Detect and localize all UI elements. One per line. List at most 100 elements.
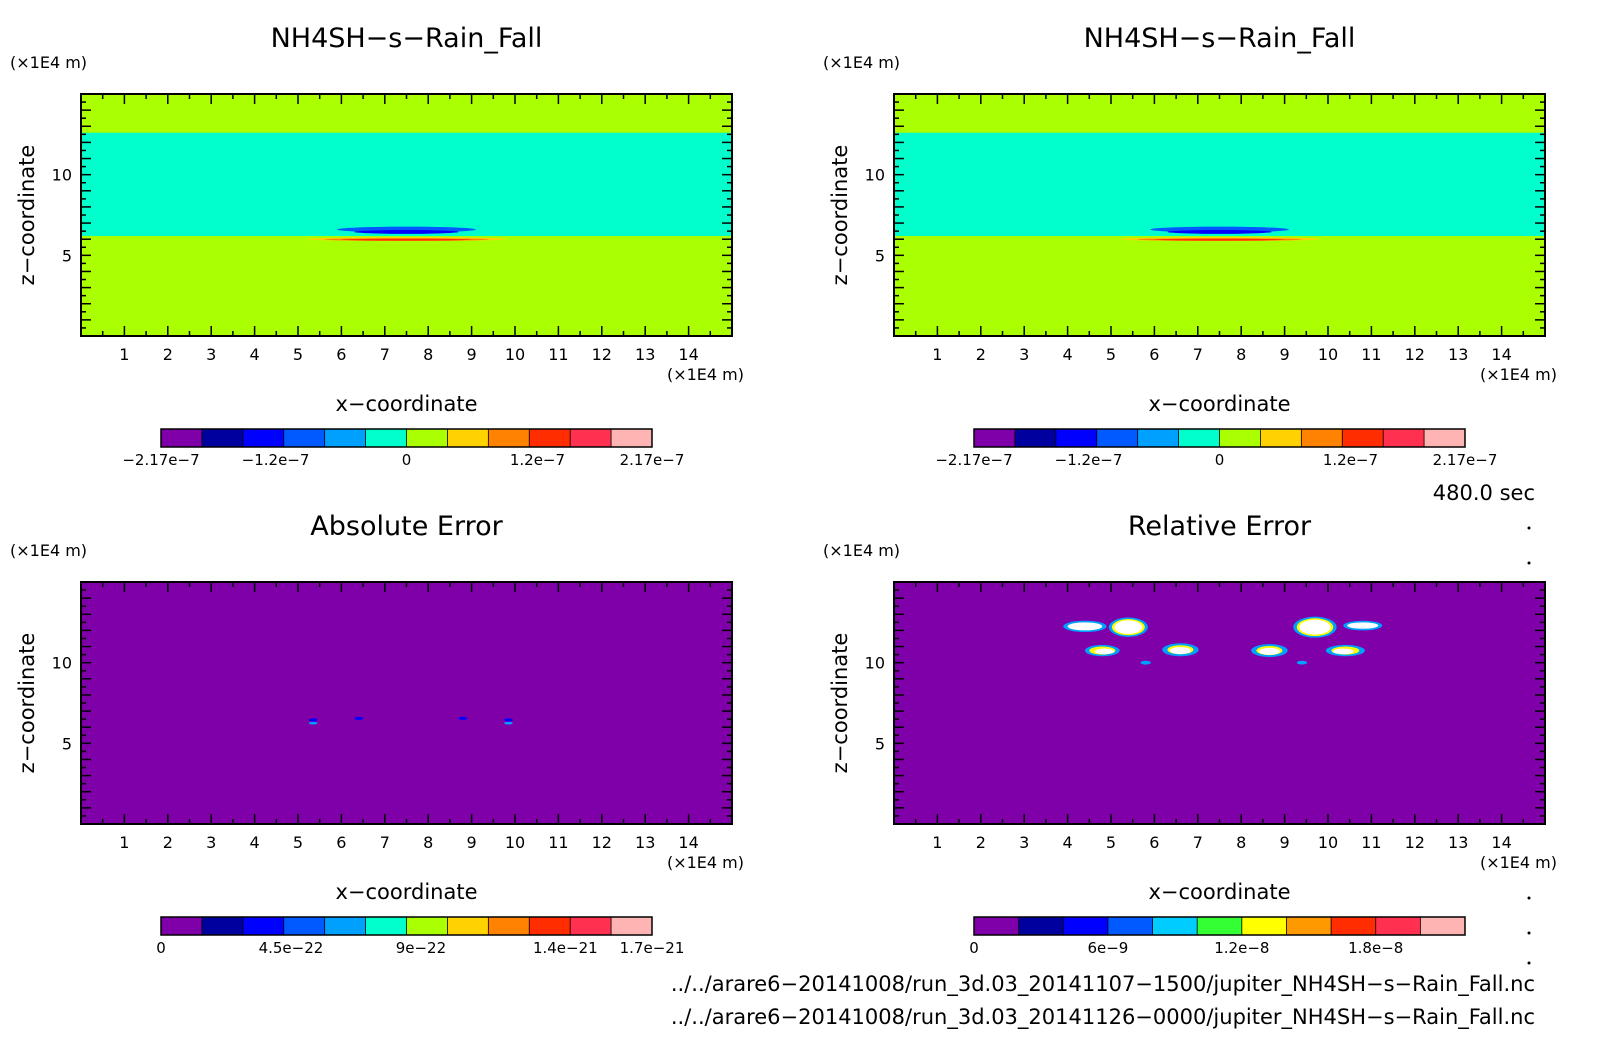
colorbar-swatch	[1286, 917, 1332, 935]
colorbar-swatch	[447, 917, 489, 935]
x-tick-label: 7	[380, 833, 390, 852]
colorbar-swatch	[1301, 429, 1343, 447]
x-tick-label: 9	[467, 345, 477, 364]
y-tick-label: 10	[52, 654, 72, 673]
x-tick-label: 1	[932, 833, 942, 852]
x-tick-label: 14	[1491, 345, 1511, 364]
file-path-2: ../../arare6−20141008/run_3d.03_20141126…	[671, 1005, 1535, 1030]
y-tick-label: 5	[62, 734, 72, 753]
colorbar-label: 0	[156, 939, 166, 957]
colorbar-swatch	[324, 917, 367, 935]
x-tick-label: 3	[1019, 345, 1029, 364]
x-axis-label: x−coordinate	[335, 880, 477, 904]
panel-3: Absolute Error(×1E4 m)1 2 3 4 5 6 7 8 9 10 11 12 13 1…	[10, 511, 744, 957]
colorbar-label: 0	[402, 451, 412, 469]
colorbar-swatch	[283, 917, 326, 935]
y-axis-label: z−coordinate	[15, 633, 39, 774]
colorbar-swatch	[1331, 917, 1377, 935]
colorbar-swatch	[1260, 429, 1302, 447]
x-tick-label: 6	[1149, 345, 1159, 364]
field-feature	[1140, 660, 1151, 665]
colorbar-label: 4.5e−22	[259, 939, 324, 957]
field-feature	[504, 718, 513, 722]
x-tick-label: 4	[1063, 345, 1073, 364]
colorbar-swatch	[1055, 429, 1098, 447]
time-label: 480.0 sec	[1433, 481, 1535, 505]
colorbar-swatch	[406, 429, 448, 447]
colorbar-swatch	[974, 429, 1016, 447]
x-tick-label: 10	[1318, 345, 1338, 364]
colorbar-label: 1.8e−8	[1348, 939, 1403, 957]
x-axis-label: x−coordinate	[1148, 392, 1290, 416]
field-feature	[354, 716, 364, 720]
field-background	[894, 582, 1545, 824]
colorbar-swatch	[1342, 429, 1384, 447]
x-unit-label: (×1E4 m)	[667, 853, 744, 872]
x-tick-label: 13	[635, 833, 655, 852]
field	[81, 94, 732, 336]
colorbar-swatch	[201, 429, 244, 447]
field-feature	[341, 238, 472, 241]
x-tick-label: 9	[467, 833, 477, 852]
x-tick-label: 14	[1491, 833, 1511, 852]
x-tick-label: 9	[1280, 833, 1290, 852]
x-tick-label: 10	[505, 833, 525, 852]
x-tick-label: 11	[548, 345, 568, 364]
colorbar-label: 6e−9	[1087, 939, 1128, 957]
field-feature	[1154, 238, 1285, 241]
ticks	[894, 582, 1545, 824]
x-tick-label: 7	[380, 345, 390, 364]
colorbar-swatch	[1014, 429, 1057, 447]
x-tick-label: 2	[976, 345, 986, 364]
field-region	[81, 132, 732, 236]
colorbar-label: −1.2e−7	[242, 451, 310, 469]
x-axis-label: x−coordinate	[335, 392, 477, 416]
panel-title: Absolute Error	[310, 511, 503, 542]
colorbar-swatch	[1383, 429, 1425, 447]
field-feature	[308, 718, 318, 722]
colorbar-label: 2.17e−7	[1433, 451, 1498, 469]
x-tick-label: 9	[1280, 345, 1290, 364]
colorbar: −2.17e−7 −1.2e−7 0 1.2e−7 2.17e−7	[122, 428, 684, 469]
field-background	[81, 582, 732, 824]
x-tick-label: 12	[1405, 833, 1425, 852]
colorbar-swatch	[1424, 429, 1466, 447]
x-tick-label: 12	[1405, 345, 1425, 364]
panel-2: NH4SH−s−Rain_Fall(×1E4 m)1 2 3 4 5 6 7 8 9 10 11 12…	[823, 23, 1557, 469]
x-tick-label: 1	[932, 345, 942, 364]
y-tick-label: 10	[865, 166, 885, 185]
x-tick-label: 13	[635, 345, 655, 364]
field-feature	[354, 230, 459, 234]
x-tick-label: 1	[119, 345, 129, 364]
colorbar-swatch	[1219, 429, 1261, 447]
file-path-1: ../../arare6−20141008/run_3d.03_20141107…	[671, 972, 1535, 997]
colorbar-label: −2.17e−7	[122, 451, 199, 469]
x-tick-label: 5	[293, 833, 303, 852]
x-tick-label: 8	[1236, 345, 1246, 364]
field-feature	[504, 721, 513, 725]
y-axis-label: z−coordinate	[828, 145, 852, 286]
field-feature	[1067, 622, 1103, 631]
colorbar-label: 1.2e−8	[1214, 939, 1269, 957]
field-feature	[1094, 648, 1115, 655]
colorbar-frame	[973, 916, 1466, 936]
x-axis-label: x−coordinate	[1148, 880, 1290, 904]
colorbar-label: −1.2e−7	[1055, 451, 1123, 469]
colorbar-label: 0	[1215, 451, 1225, 469]
x-tick-label: 2	[163, 345, 173, 364]
colorbar-swatch	[1096, 429, 1139, 447]
colorbar-swatch	[488, 429, 530, 447]
x-tick-label: 5	[1106, 833, 1116, 852]
colorbar-label: −2.17e−7	[935, 451, 1012, 469]
colorbar-swatch	[1107, 917, 1154, 935]
field-feature	[1170, 647, 1191, 655]
field-feature	[1167, 230, 1272, 234]
colorbar-label: 1.7e−21	[620, 939, 685, 957]
x-tick-label: 10	[505, 345, 525, 364]
colorbar: 0 6e−9 1.2e−8 1.8e−8	[969, 916, 1466, 957]
x-tick-label: 6	[1149, 833, 1159, 852]
colorbar-label: 0	[969, 939, 979, 957]
colorbar-swatch	[1241, 917, 1287, 935]
field	[81, 582, 732, 824]
